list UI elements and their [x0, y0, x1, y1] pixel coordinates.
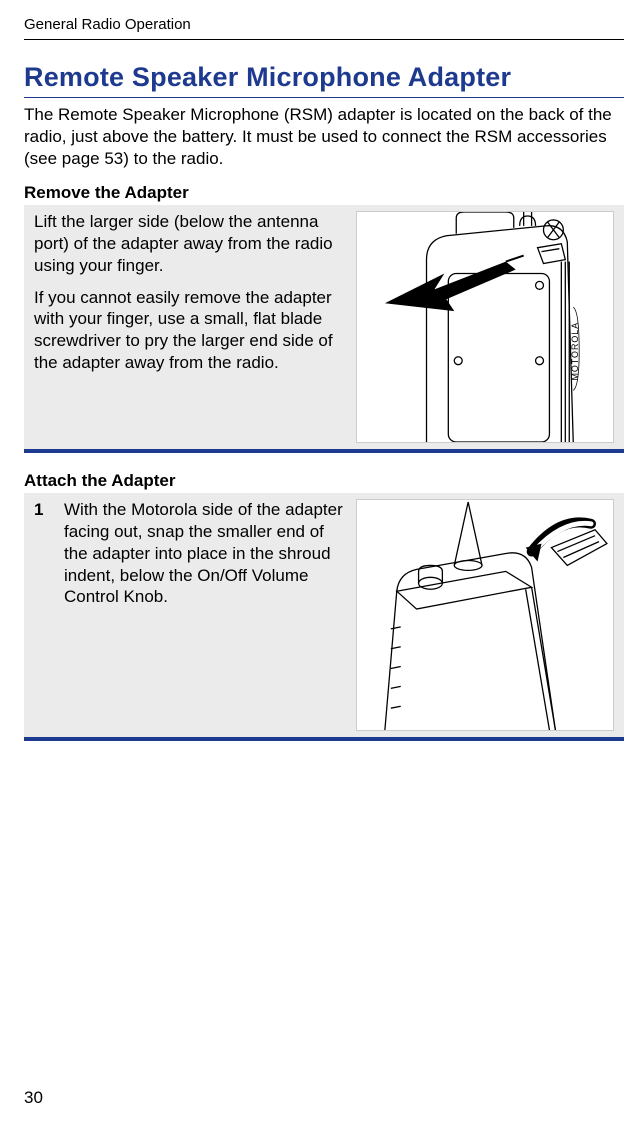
step-number: 1 — [34, 499, 52, 731]
spacer — [24, 453, 624, 471]
running-head: General Radio Operation — [24, 16, 624, 33]
remove-p1: Lift the larger side (below the antenna … — [34, 211, 346, 276]
attach-block: 1 With the Motorola side of the adapter … — [24, 493, 624, 737]
page: General Radio Operation Remote Speaker M… — [0, 0, 644, 1126]
title-rule — [24, 97, 624, 98]
top-rule — [24, 39, 624, 40]
step-body: With the Motorola side of the adapter fa… — [64, 499, 346, 731]
remove-block: Lift the larger side (below the antenna … — [24, 205, 624, 449]
attach-heading: Attach the Adapter — [24, 471, 624, 491]
intro-paragraph: The Remote Speaker Microphone (RSM) adap… — [24, 104, 624, 169]
remove-p2: If you cannot easily remove the adapter … — [34, 287, 346, 374]
page-number: 30 — [24, 1088, 43, 1108]
remove-text: Lift the larger side (below the antenna … — [34, 211, 346, 443]
remove-illustration: MOTOROLA — [356, 211, 614, 443]
arrow-icon — [385, 256, 524, 312]
svg-text:MOTOROLA: MOTOROLA — [570, 322, 580, 381]
remove-heading: Remove the Adapter — [24, 183, 624, 203]
page-title: Remote Speaker Microphone Adapter — [24, 62, 624, 93]
attach-text: 1 With the Motorola side of the adapter … — [34, 499, 346, 731]
attach-illustration — [356, 499, 614, 731]
attach-divider — [24, 737, 624, 741]
